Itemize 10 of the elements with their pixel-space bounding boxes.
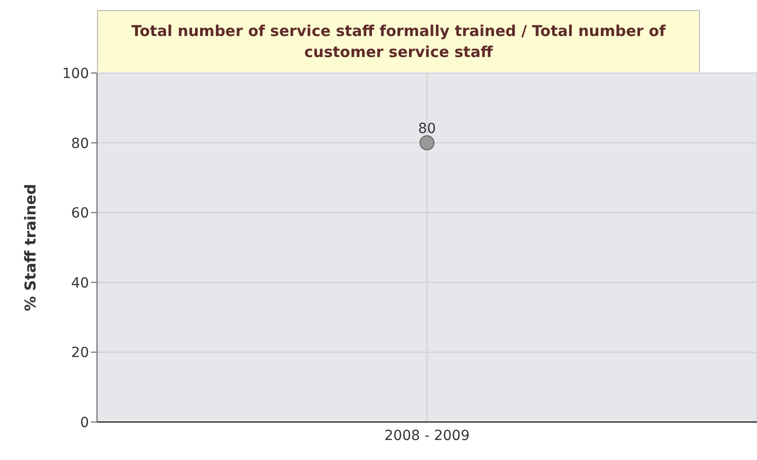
chart-title: Total number of service staff formally trained / Total number of customer service staff	[97, 10, 700, 72]
x-tick-label: 2008 - 2009	[384, 428, 470, 444]
y-tick-label: 80	[71, 136, 89, 152]
y-tick-label: 40	[71, 275, 89, 292]
y-tick-label: 20	[71, 345, 89, 362]
y-tick-label: 60	[71, 206, 89, 222]
y-tick-label: 100	[62, 66, 89, 82]
y-axis-title: % Staff trained	[21, 184, 40, 312]
y-tick-label: 0	[80, 414, 89, 431]
data-label: 80	[418, 120, 436, 137]
